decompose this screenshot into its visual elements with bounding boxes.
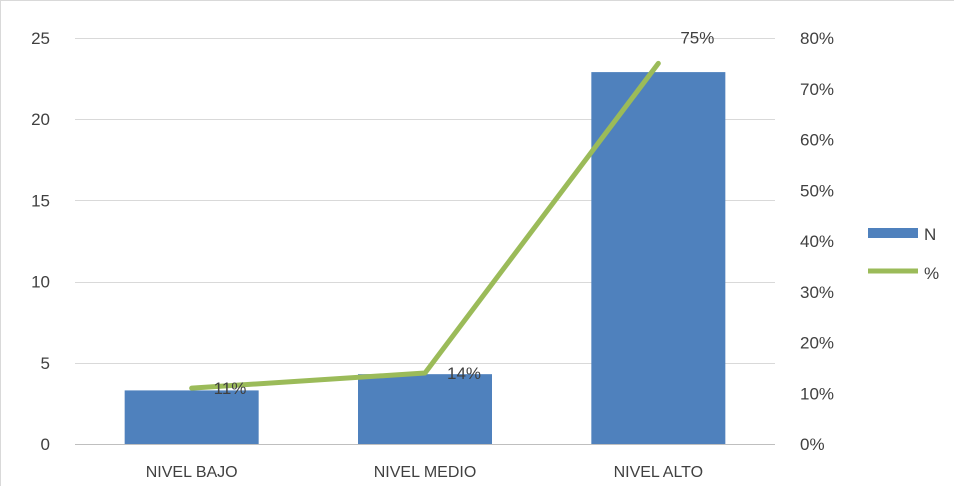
y-axis-left: 0 5 10 15 20 25 — [31, 29, 50, 454]
legend-swatch-bar — [868, 228, 918, 238]
line-series — [189, 60, 661, 391]
series-line — [189, 60, 661, 391]
legend: N% — [868, 225, 939, 283]
data-label: 11% — [214, 379, 247, 398]
x-tick-label: NIVEL ALTO — [614, 464, 704, 481]
y-tick-label: 20 — [31, 110, 50, 129]
y-tick-label: 5 — [41, 354, 50, 373]
x-axis: NIVEL BAJO NIVEL MEDIO NIVEL ALTO — [146, 464, 703, 481]
x-tick-label: NIVEL BAJO — [146, 464, 238, 481]
y2-tick-label: 80% — [800, 29, 834, 48]
y2-tick-label: 20% — [800, 334, 834, 353]
bar — [591, 72, 726, 444]
y2-tick-label: 60% — [800, 131, 834, 150]
y-axis-right: 0% 10% 20% 30% 40% 50% 60% 70% 80% — [800, 29, 834, 454]
data-labels: 11% 14% 75% — [214, 28, 715, 398]
y-tick-label: 15 — [31, 191, 50, 210]
y2-tick-label: 40% — [800, 232, 834, 251]
bar-series — [124, 72, 726, 444]
x-tick-label: NIVEL MEDIO — [374, 464, 477, 481]
bar — [124, 390, 259, 444]
y-tick-label: 0 — [41, 435, 50, 454]
y-tick-label: 10 — [31, 273, 50, 292]
y-tick-label: 25 — [31, 29, 50, 48]
y2-tick-label: 50% — [800, 181, 834, 200]
bar — [358, 374, 492, 444]
data-label: 14% — [447, 364, 481, 383]
y2-tick-label: 70% — [800, 80, 834, 99]
y2-tick-label: 30% — [800, 283, 834, 302]
y2-tick-label: 10% — [800, 384, 834, 403]
legend-label: % — [924, 264, 939, 283]
legend-label: N — [924, 225, 936, 244]
y2-tick-label: 0% — [800, 435, 825, 454]
data-label: 75% — [680, 28, 714, 47]
